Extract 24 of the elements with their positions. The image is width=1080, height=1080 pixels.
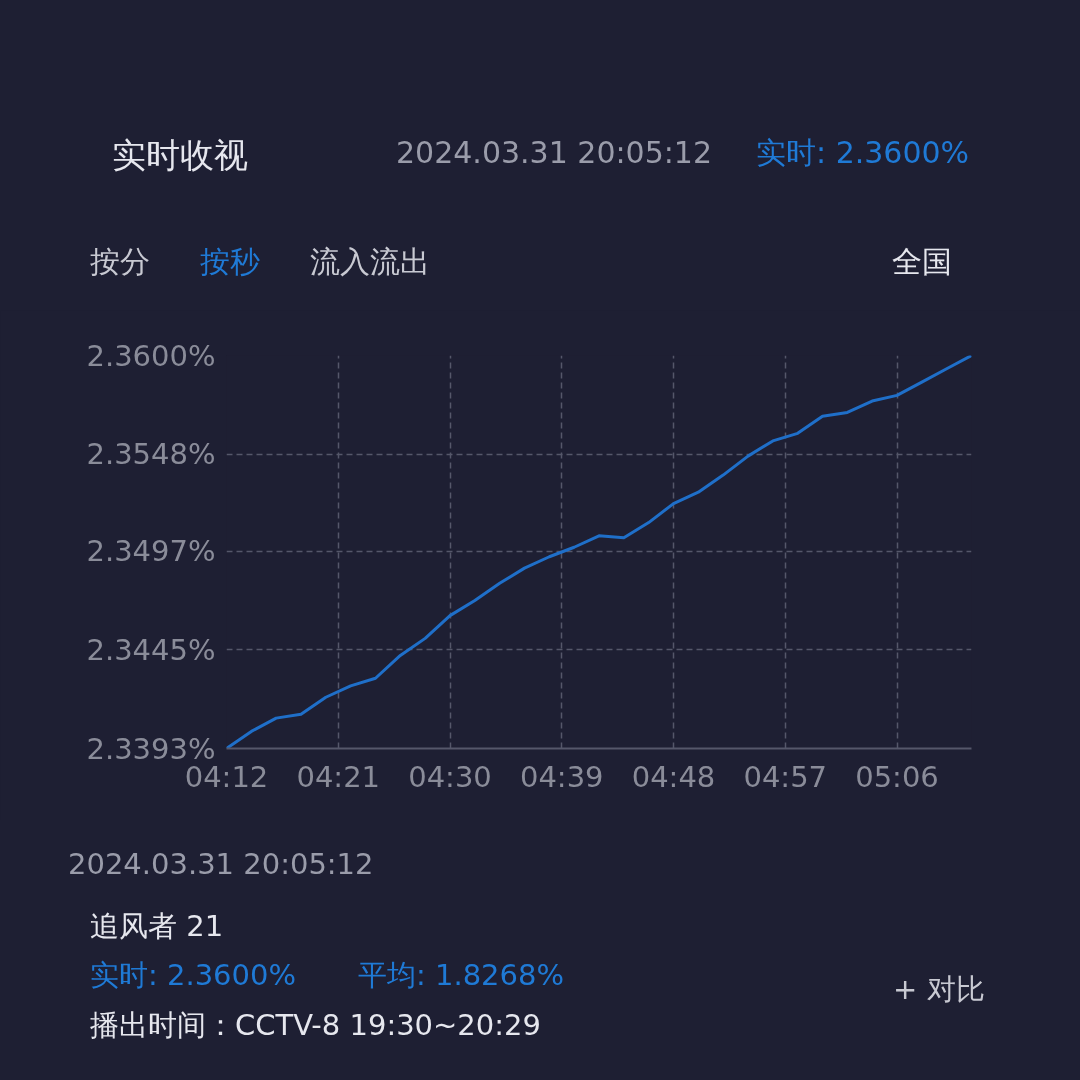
y-tick-label: 2.3497% bbox=[86, 534, 216, 569]
text: 追风者 21 bbox=[90, 909, 224, 943]
text: 按分 bbox=[90, 244, 150, 279]
x-tick-label: 04:39 bbox=[519, 759, 604, 794]
y-tick-label: 2.3445% bbox=[86, 632, 216, 667]
text: 实时: 2.3600% bbox=[90, 958, 297, 992]
x-tick-label: 05:06 bbox=[855, 759, 939, 794]
text: 全国 bbox=[892, 244, 952, 279]
text: + 对比 bbox=[893, 972, 985, 1006]
text: 实时: 2.3600% bbox=[756, 135, 970, 170]
text: 播出时间：CCTV-8 19:30~20:29 bbox=[90, 1008, 541, 1042]
y-tick-label: 2.3548% bbox=[86, 437, 216, 472]
text: 按秒 bbox=[200, 244, 260, 279]
x-tick-label: 04:48 bbox=[631, 759, 716, 794]
line-series bbox=[226, 355, 972, 749]
text: 2024.03.31 20:05:12 bbox=[396, 135, 713, 170]
x-tick-label: 04:30 bbox=[408, 759, 492, 794]
text: 流入流出 bbox=[310, 244, 430, 279]
text: 平均: 1.8268% bbox=[358, 958, 565, 992]
x-tick-label: 04:21 bbox=[296, 759, 381, 794]
x-tick-label: 04:57 bbox=[743, 759, 828, 794]
text: 2024.03.31 20:05:12 bbox=[68, 847, 374, 881]
y-tick-label: 2.3600% bbox=[86, 338, 216, 373]
chart-title: 实时收视 bbox=[112, 135, 248, 175]
